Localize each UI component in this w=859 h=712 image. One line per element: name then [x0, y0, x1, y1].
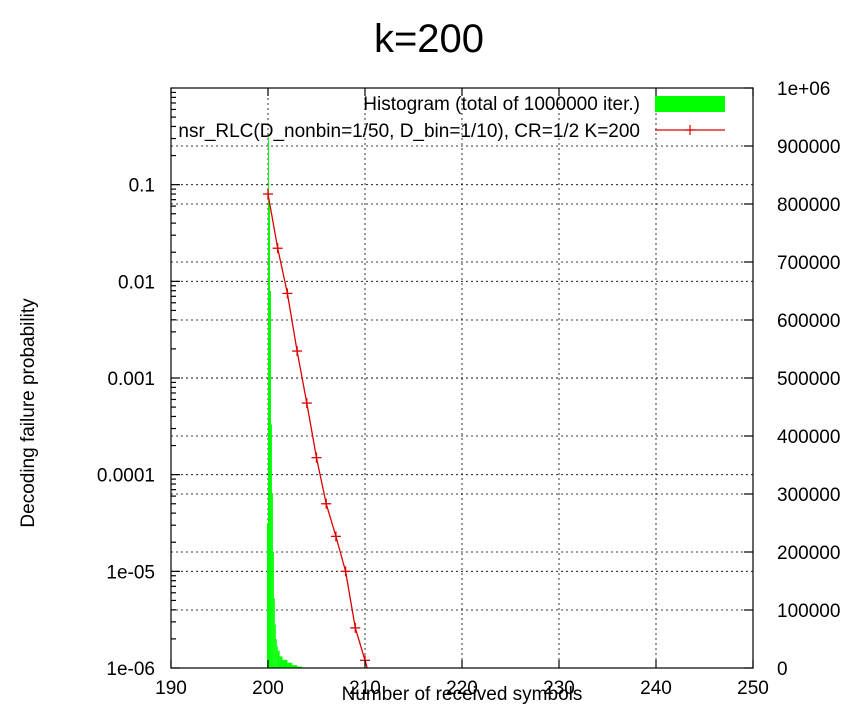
series-point: [340, 566, 351, 577]
x-axis-label: Number of received symbols: [342, 684, 583, 705]
series-line: [267, 193, 368, 668]
histogram-bar: [270, 424, 272, 668]
y2-tick-label: 900000: [777, 137, 840, 158]
y-tick-label: 0.001: [107, 369, 155, 390]
histogram-bar: [273, 598, 275, 668]
y2-tick-label: 700000: [777, 253, 840, 274]
series-point: [282, 288, 293, 299]
y-tick-label: 1e-05: [106, 562, 155, 583]
legend-swatch-histogram: [655, 96, 725, 112]
y-tick-label: 0.01: [118, 272, 155, 293]
series-point: [330, 531, 341, 542]
legend-label-histogram: Histogram (total of 1000000 iter.): [363, 94, 640, 115]
histogram-bar: [297, 666, 302, 668]
histogram-bar: [274, 624, 276, 668]
series-point: [350, 622, 361, 633]
histogram-bar: [269, 291, 271, 668]
histogram-bar: [279, 656, 283, 668]
y2-tick-label: 600000: [777, 311, 840, 332]
legend: Histogram (total of 1000000 iter.) nsr_R…: [178, 94, 725, 142]
histogram-bar: [268, 137, 269, 669]
histogram-bar: [268, 204, 270, 668]
series-point: [321, 498, 332, 509]
y-axis-ticks: 1e-06 1e-05 0.0001 0.001 0.01 0.1: [97, 91, 180, 680]
series-point: [311, 452, 322, 463]
y2-tick-label: 800000: [777, 195, 840, 216]
x-tick-label: 250: [737, 678, 769, 699]
histogram-bar: [272, 552, 274, 668]
y2-tick-label: 200000: [777, 543, 840, 564]
x-tick-label: 220: [446, 678, 478, 699]
histogram-bar: [277, 650, 280, 668]
y-tick-label: 1e-06: [106, 659, 155, 680]
y2-tick-label: 100000: [777, 601, 840, 622]
histogram-bar: [292, 665, 298, 668]
y2-tick-label: 0: [777, 659, 788, 680]
series-point: [263, 189, 273, 200]
x-tick-label: 230: [543, 678, 575, 699]
series-point: [301, 398, 312, 409]
x-tick-label: 200: [252, 678, 284, 699]
histogram-bar: [276, 645, 278, 668]
histogram-bar: [282, 659, 288, 668]
x-tick-label: 240: [640, 678, 672, 699]
series-point: [272, 243, 283, 254]
y2-axis-ticks: 0 100000 200000 300000 400000 500000 600000 700…: [744, 79, 840, 680]
line-series: [263, 189, 370, 668]
x-axis-ticks: 190 200 210 220 230 240 250: [155, 88, 769, 699]
legend-line-marker: [685, 125, 695, 135]
y2-tick-label: 500000: [777, 369, 840, 390]
y2-tick-label: 300000: [777, 485, 840, 506]
y2-tick-label: 400000: [777, 427, 840, 448]
histogram-bar: [267, 523, 269, 668]
y2-tick-label: 1e+06: [777, 79, 830, 100]
y-axis-label: Decoding failure probability: [18, 298, 39, 528]
x-tick-label: 190: [155, 678, 187, 699]
x-tick-label: 210: [349, 678, 381, 699]
histogram-bar: [275, 639, 277, 668]
histogram-bar: [271, 494, 273, 668]
histogram-bar: [287, 662, 293, 668]
series-point: [292, 346, 303, 357]
grid: [171, 88, 753, 668]
y-tick-label: 0.1: [129, 176, 155, 197]
y-tick-label: 0.0001: [97, 466, 155, 487]
histogram-series: [267, 137, 304, 669]
legend-label-line: nsr_RLC(D_nonbin=1/50, D_bin=1/10), CR=1…: [178, 121, 640, 142]
chart-title: k=200: [374, 17, 484, 61]
